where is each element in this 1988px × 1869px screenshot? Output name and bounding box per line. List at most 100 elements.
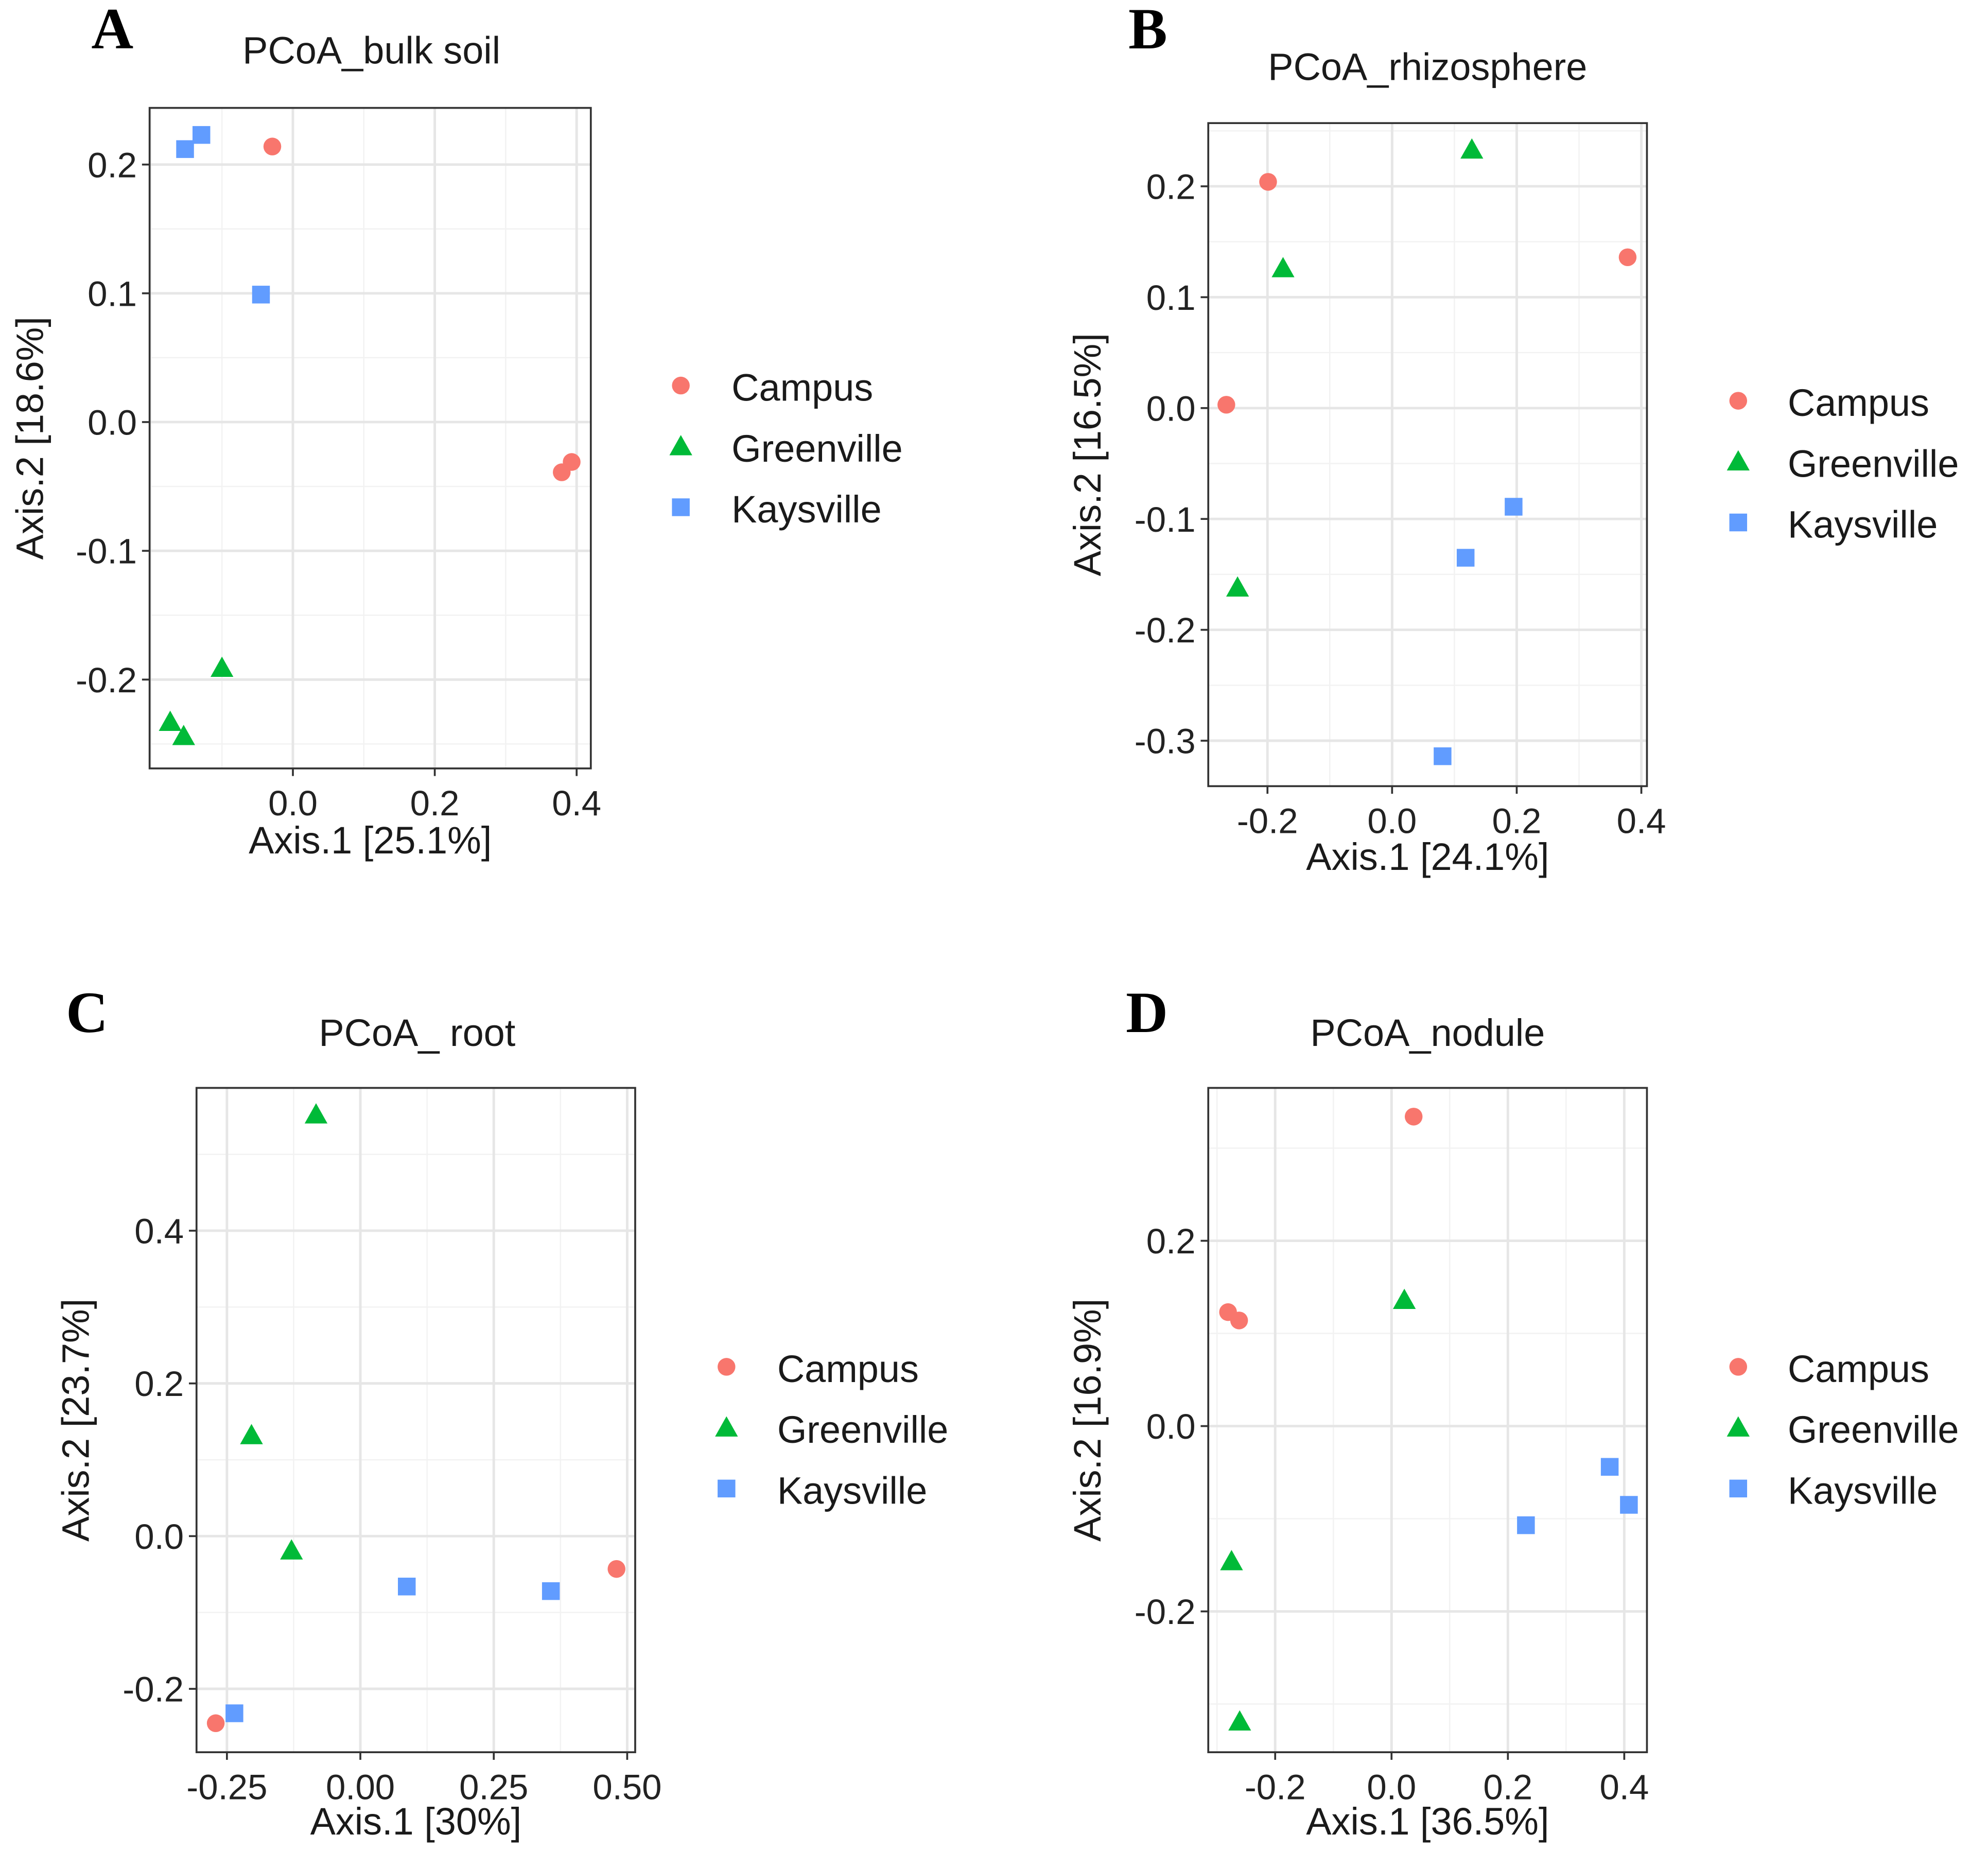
y-tick-label: -0.2 <box>76 660 137 700</box>
plot-background <box>1208 1088 1647 1753</box>
x-tick-label: 0.4 <box>1617 801 1666 841</box>
plot-border <box>1207 122 1648 788</box>
point-kaysville <box>252 286 270 304</box>
point-campus <box>1230 1312 1248 1330</box>
legend: Campus Greenville Kaysville <box>1727 381 1959 546</box>
y-axis-label: Axis.2 [23.7%] <box>54 1299 97 1542</box>
point-greenville <box>280 1539 303 1560</box>
panel-c: C PCoA_ root -0.25 0.00 0.25 0.50 -0.2 0.0 0.2 0.… <box>54 980 948 1843</box>
legend-triangle-icon <box>715 1416 738 1437</box>
chart-title: PCoA_bulk soil <box>242 29 500 72</box>
chart-title: PCoA_ root <box>319 1011 515 1054</box>
point-campus <box>1618 248 1637 267</box>
point-greenville <box>159 710 182 731</box>
legend-label: Campus <box>1788 381 1929 424</box>
point-campus <box>1404 1108 1423 1126</box>
point-greenville <box>1392 1288 1416 1309</box>
legend: Campus Greenville Kaysville <box>715 1348 948 1512</box>
y-axis-label: Axis.2 [16.9%] <box>1066 1299 1109 1542</box>
legend-label: Greenville <box>777 1408 949 1451</box>
point-campus <box>1217 396 1235 414</box>
y-tick-label: -0.1 <box>76 532 137 571</box>
point-kaysville <box>1456 549 1475 567</box>
x-tick-label: 0.0 <box>1367 1767 1416 1807</box>
panel-a: A PCoA_bulk soil 0.0 0.2 0.4 -0.2 -0.1 0.0 0.1 0.… <box>9 0 903 862</box>
y-tick-label: 0.2 <box>1146 167 1196 207</box>
legend-circle-icon <box>1729 1358 1748 1376</box>
y-tick-label: 0.0 <box>134 1517 184 1557</box>
point-greenville <box>1460 138 1484 159</box>
point-campus <box>607 1560 625 1578</box>
chart-title: PCoA_nodule <box>1310 1011 1545 1054</box>
legend-label: Kaysville <box>1788 1469 1938 1512</box>
panel-d: D PCoA_nodule-0.2 0.0 0.2 0.4-0.20.00.2Axis.… <box>1066 980 1959 1843</box>
y-axis-label: Axis.2 [16.5%] <box>1066 333 1109 576</box>
x-axis-label: Axis.1 [24.1%] <box>1306 835 1549 878</box>
x-tick-label: 0.2 <box>1492 801 1542 841</box>
legend-label: Kaysville <box>1788 503 1938 546</box>
x-axis-label: Axis.1 [30%] <box>310 1800 522 1843</box>
legend-label: Greenville <box>1788 1408 1959 1451</box>
x-axis-label: Axis.1 [25.1%] <box>249 819 492 862</box>
y-tick-label: 0.4 <box>134 1212 184 1251</box>
x-axis-label: Axis.1 [36.5%] <box>1306 1800 1549 1843</box>
legend: Campus Greenville Kaysville <box>669 366 903 531</box>
point-kaysville <box>542 1582 560 1600</box>
x-tick-label: 0.2 <box>410 783 460 823</box>
y-tick-label: 0.1 <box>1146 278 1196 318</box>
legend-label: Campus <box>777 1348 919 1390</box>
plot-border <box>148 107 592 770</box>
point-kaysville <box>1620 1496 1638 1514</box>
point-kaysville <box>398 1577 416 1596</box>
legend-circle-icon <box>1729 392 1748 410</box>
legend-label: Campus <box>1788 1348 1929 1390</box>
y-tick-label: 0.2 <box>1146 1221 1196 1261</box>
point-kaysville <box>1505 498 1523 516</box>
x-tick-label: 0.50 <box>592 1767 661 1807</box>
panel-letter: D <box>1126 980 1168 1045</box>
y-tick-label: 0.2 <box>134 1364 184 1404</box>
y-tick-label: -0.2 <box>1135 610 1196 650</box>
y-tick-label: 0.0 <box>88 403 137 443</box>
x-tick-label: -0.2 <box>1237 801 1298 841</box>
legend-circle-icon <box>718 1358 736 1376</box>
point-campus <box>1259 173 1277 191</box>
point-kaysville <box>176 140 194 158</box>
legend-label: Campus <box>731 366 873 409</box>
point-kaysville <box>1517 1516 1535 1534</box>
panel-letter: B <box>1128 0 1167 61</box>
point-kaysville <box>1434 747 1452 765</box>
y-axis-label: Axis.2 [18.6%] <box>9 317 51 560</box>
x-tick-label: 0.00 <box>326 1767 395 1807</box>
y-tick-label: -0.2 <box>1135 1592 1196 1632</box>
x-tick-label: 0.2 <box>1483 1767 1532 1807</box>
panel-letter: C <box>66 980 108 1045</box>
point-campus <box>206 1714 225 1733</box>
point-greenville <box>240 1424 263 1444</box>
point-greenville <box>211 656 234 677</box>
point-greenville <box>1226 576 1249 597</box>
y-tick-label: 0.2 <box>88 145 137 185</box>
legend-circle-icon <box>672 376 690 395</box>
legend-triangle-icon <box>669 435 692 456</box>
y-tick-label: 0.0 <box>1146 1407 1196 1446</box>
legend-label: Greenville <box>1788 442 1959 485</box>
x-tick-label: 0.4 <box>552 783 601 823</box>
point-campus <box>263 137 282 155</box>
plot-border <box>1207 1087 1648 1753</box>
legend-triangle-icon <box>1727 1416 1750 1437</box>
plot-background <box>1208 123 1647 787</box>
y-tick-label: 0.1 <box>88 274 137 313</box>
x-tick-label: 0.25 <box>459 1767 528 1807</box>
legend-triangle-icon <box>1727 450 1750 471</box>
panel-letter: A <box>91 0 133 61</box>
point-kaysville <box>225 1704 243 1722</box>
legend-square-icon <box>1729 1479 1748 1498</box>
plot-border <box>195 1087 636 1753</box>
x-tick-label: -0.25 <box>186 1767 267 1807</box>
y-tick-label: 0.0 <box>1146 389 1196 428</box>
y-tick-label: -0.2 <box>123 1670 184 1709</box>
x-tick-label: 0.4 <box>1599 1767 1649 1807</box>
y-tick-label: -0.3 <box>1135 722 1196 761</box>
